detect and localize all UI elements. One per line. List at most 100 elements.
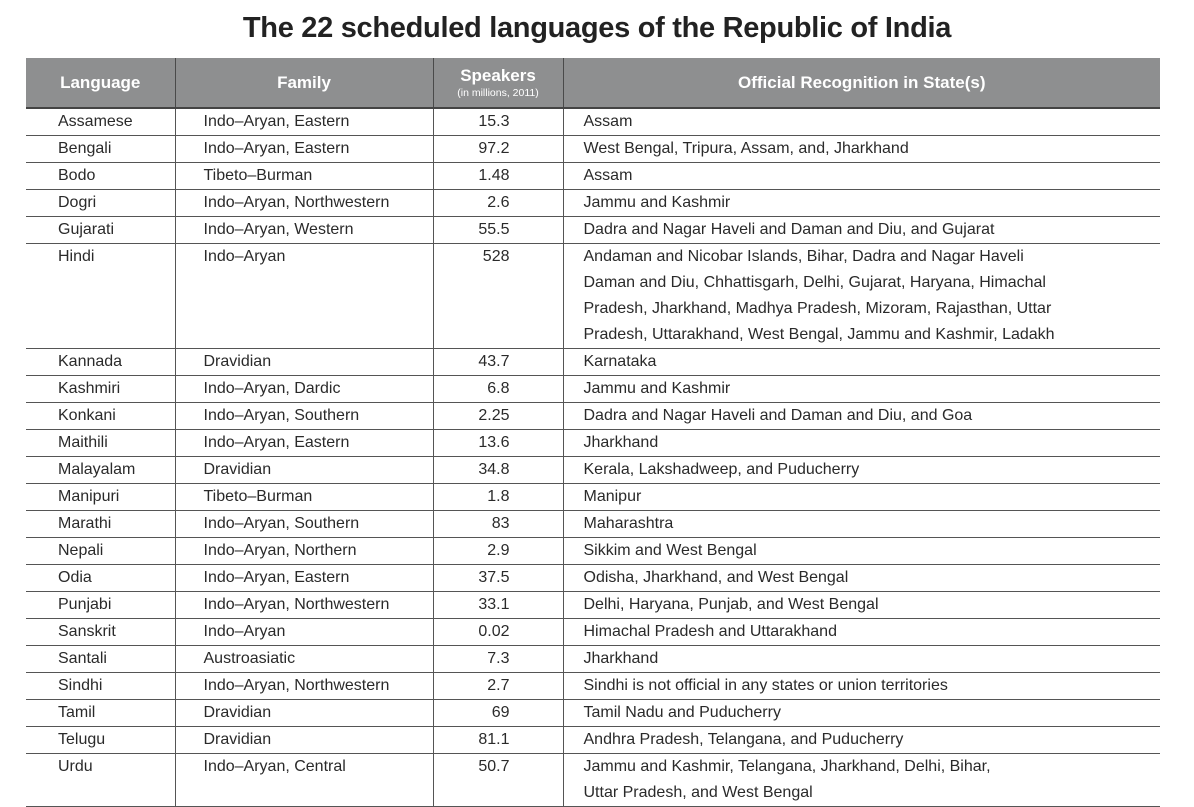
cell-speakers: 528 bbox=[432, 243, 563, 349]
table-row: Assamese Indo–Aryan, Eastern 15.3 Assam bbox=[26, 108, 1160, 136]
recognition-line: Daman and Diu, Chhattisgarh, Delhi, Guja… bbox=[583, 274, 1046, 291]
recognition-line: Himachal Pradesh and Uttarakhand bbox=[583, 623, 837, 640]
table-row: Manipuri Tibeto–Burman 1.8 Manipur bbox=[26, 483, 1160, 511]
cell-language: Sanskrit bbox=[26, 618, 175, 646]
cell-language: Malayalam bbox=[26, 456, 175, 484]
cell-language: Assamese bbox=[26, 108, 175, 136]
table-row: Santali Austroasiatic 7.3 Jharkhand bbox=[26, 645, 1160, 673]
cell-recognition: Jammu and Kashmir, Telangana, Jharkhand,… bbox=[562, 753, 1160, 807]
cell-speakers: 97.2 bbox=[432, 135, 563, 163]
table-row: Punjabi Indo–Aryan, Northwestern 33.1 Delhi… bbox=[26, 591, 1160, 619]
cell-recognition: Andhra Pradesh, Telangana, and Puducherr… bbox=[562, 726, 1160, 754]
table-row: Odia Indo–Aryan, Eastern 37.5 Odisha, Jhark… bbox=[26, 564, 1160, 592]
table-row: Kannada Dravidian 43.7 Karnataka bbox=[26, 348, 1160, 376]
recognition-line: Manipur bbox=[583, 488, 642, 505]
recognition-line: Andhra Pradesh, Telangana, and Puducherr… bbox=[583, 731, 904, 748]
cell-speakers: 55.5 bbox=[432, 216, 563, 244]
recognition-line: Jharkhand bbox=[583, 650, 659, 667]
recognition-line: Dadra and Nagar Haveli and Daman and Diu… bbox=[583, 407, 973, 424]
cell-family: Austroasiatic bbox=[174, 645, 433, 673]
cell-speakers: 81.1 bbox=[432, 726, 563, 754]
table-row: Hindi Indo–Aryan 528 Andaman and Nicobar Is… bbox=[26, 243, 1160, 349]
header-recognition: Official Recognition in State(s) bbox=[562, 58, 1160, 109]
cell-language: Odia bbox=[26, 564, 175, 592]
recognition-line: Jammu and Kashmir, Telangana, Jharkhand,… bbox=[583, 758, 991, 775]
recognition-line: Andaman and Nicobar Islands, Bihar, Dadr… bbox=[583, 248, 1024, 265]
cell-language: Urdu bbox=[26, 753, 175, 807]
recognition-line: Kerala, Lakshadweep, and Puducherry bbox=[583, 461, 860, 478]
cell-language: Gujarati bbox=[26, 216, 175, 244]
cell-family: Tibeto–Burman bbox=[174, 162, 433, 190]
recognition-line: Sikkim and West Bengal bbox=[583, 542, 757, 559]
cell-family: Indo–Aryan, Central bbox=[174, 753, 433, 807]
cell-recognition: Sikkim and West Bengal bbox=[562, 537, 1160, 565]
recognition-line: Pradesh, Uttarakhand, West Bengal, Jammu… bbox=[583, 326, 1055, 343]
table-body: Assamese Indo–Aryan, Eastern 15.3 Assam Beng… bbox=[26, 108, 1160, 807]
cell-family: Indo–Aryan, Western bbox=[174, 216, 433, 244]
recognition-line: Tamil Nadu and Puducherry bbox=[583, 704, 781, 721]
recognition-line: Assam bbox=[583, 167, 633, 184]
table-row: Marathi Indo–Aryan, Southern 83 Maharashtra bbox=[26, 510, 1160, 538]
recognition-line: Jharkhand bbox=[583, 434, 659, 451]
recognition-line: West Bengal, Tripura, Assam, and, Jharkh… bbox=[583, 140, 909, 157]
cell-recognition: Odisha, Jharkhand, and West Bengal bbox=[562, 564, 1160, 592]
table-row: Tamil Dravidian 69 Tamil Nadu and Puducherr… bbox=[26, 699, 1160, 727]
cell-speakers: 6.8 bbox=[432, 375, 563, 403]
recognition-line: Jammu and Kashmir bbox=[583, 194, 731, 211]
cell-recognition: Jharkhand bbox=[562, 429, 1160, 457]
recognition-line: Jammu and Kashmir bbox=[583, 380, 731, 397]
cell-family: Indo–Aryan bbox=[174, 618, 433, 646]
table-row: Sanskrit Indo–Aryan 0.02 Himachal Pradesh a… bbox=[26, 618, 1160, 646]
cell-speakers: 43.7 bbox=[432, 348, 563, 376]
recognition-line: Dadra and Nagar Haveli and Daman and Diu… bbox=[583, 221, 995, 238]
cell-language: Dogri bbox=[26, 189, 175, 217]
cell-family: Indo–Aryan, Northern bbox=[174, 537, 433, 565]
cell-recognition: Kerala, Lakshadweep, and Puducherry bbox=[562, 456, 1160, 484]
recognition-line: Karnataka bbox=[583, 353, 657, 370]
cell-recognition: Maharashtra bbox=[562, 510, 1160, 538]
table-row: Konkani Indo–Aryan, Southern 2.25 Dadra and… bbox=[26, 402, 1160, 430]
cell-family: Indo–Aryan, Southern bbox=[174, 510, 433, 538]
cell-language: Marathi bbox=[26, 510, 175, 538]
cell-speakers: 37.5 bbox=[432, 564, 563, 592]
cell-speakers: 13.6 bbox=[432, 429, 563, 457]
cell-language: Sindhi bbox=[26, 672, 175, 700]
cell-speakers: 69 bbox=[432, 699, 563, 727]
cell-speakers: 1.8 bbox=[432, 483, 563, 511]
cell-speakers: 83 bbox=[432, 510, 563, 538]
cell-language: Maithili bbox=[26, 429, 175, 457]
cell-family: Dravidian bbox=[174, 699, 433, 727]
recognition-line: Maharashtra bbox=[583, 515, 674, 532]
table-row: Dogri Indo–Aryan, Northwestern 2.6 Jammu an… bbox=[26, 189, 1160, 217]
cell-family: Indo–Aryan, Eastern bbox=[174, 429, 433, 457]
recognition-line: Uttar Pradesh, and West Bengal bbox=[583, 784, 813, 801]
table-row: Sindhi Indo–Aryan, Northwestern 2.7 Sindhi … bbox=[26, 672, 1160, 700]
cell-family: Indo–Aryan, Eastern bbox=[174, 564, 433, 592]
cell-language: Punjabi bbox=[26, 591, 175, 619]
cell-family: Indo–Aryan, Northwestern bbox=[174, 591, 433, 619]
cell-language: Manipuri bbox=[26, 483, 175, 511]
cell-language: Telugu bbox=[26, 726, 175, 754]
page-title: The 22 scheduled languages of the Republ… bbox=[242, 12, 952, 44]
table-row: Urdu Indo–Aryan, Central 50.7 Jammu and Kas… bbox=[26, 753, 1160, 807]
cell-speakers: 2.6 bbox=[432, 189, 563, 217]
cell-family: Tibeto–Burman bbox=[174, 483, 433, 511]
cell-speakers: 7.3 bbox=[432, 645, 563, 673]
cell-family: Indo–Aryan, Northwestern bbox=[174, 189, 433, 217]
recognition-line: Sindhi is not official in any states or … bbox=[583, 677, 948, 694]
table-row: Bodo Tibeto–Burman 1.48 Assam bbox=[26, 162, 1160, 190]
table-row: Gujarati Indo–Aryan, Western 55.5 Dadra and… bbox=[26, 216, 1160, 244]
cell-family: Indo–Aryan, Southern bbox=[174, 402, 433, 430]
table-row: Bengali Indo–Aryan, Eastern 97.2 West Benga… bbox=[26, 135, 1160, 163]
cell-recognition: Karnataka bbox=[562, 348, 1160, 376]
cell-recognition: Tamil Nadu and Puducherry bbox=[562, 699, 1160, 727]
cell-recognition: Jammu and Kashmir bbox=[562, 375, 1160, 403]
cell-language: Bodo bbox=[26, 162, 175, 190]
table-row: Malayalam Dravidian 34.8 Kerala, Lakshadwee… bbox=[26, 456, 1160, 484]
cell-speakers: 0.02 bbox=[432, 618, 563, 646]
cell-speakers: 2.7 bbox=[432, 672, 563, 700]
cell-language: Santali bbox=[26, 645, 175, 673]
cell-family: Indo–Aryan, Northwestern bbox=[174, 672, 433, 700]
recognition-line: Pradesh, Jharkhand, Madhya Pradesh, Mizo… bbox=[583, 300, 1052, 317]
table-row: Kashmiri Indo–Aryan, Dardic 6.8 Jammu and K… bbox=[26, 375, 1160, 403]
